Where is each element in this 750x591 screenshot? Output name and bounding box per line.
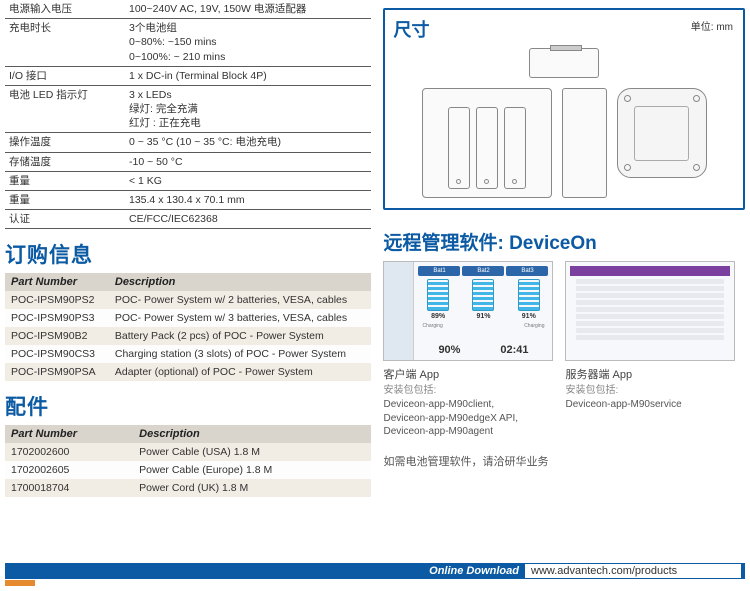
client-screenshot: Bat1Bat2Bat3 89% 91% 91% ChargingChargin… [383, 261, 553, 361]
spec-label: 操作温度 [5, 133, 125, 152]
table-cell-desc: Power Cable (Europe) 1.8 M [133, 461, 371, 479]
table-row: 1702002605Power Cable (Europe) 1.8 M [5, 461, 371, 479]
table-cell-desc: POC- Power System w/ 3 batteries, VESA, … [109, 309, 372, 327]
spec-label: 认证 [5, 210, 125, 229]
table-cell-desc: POC- Power System w/ 2 batteries, VESA, … [109, 291, 372, 309]
table-row: POC-IPSM90PS3POC- Power System w/ 3 batt… [5, 309, 371, 327]
server-caption: 服务器端 App [565, 366, 735, 382]
batt-pct-3: 91% [518, 313, 540, 320]
spec-row: 存储温度-10 ~ 50 °C [5, 152, 371, 171]
accessories-th-pn: Part Number [5, 425, 133, 443]
spec-value: 1 x DC-in (Terminal Block 4P) [125, 66, 371, 85]
spec-value: CE/FCC/IEC62368 [125, 210, 371, 229]
footer-left-value: 90% [438, 344, 460, 356]
spec-value: 3个电池组0~80%: ~150 mins0~100%: ~ 210 mins [125, 19, 371, 67]
table-cell-desc: Charging station (3 slots) of POC - Powe… [109, 345, 372, 363]
spec-label: 电源输入电压 [5, 0, 125, 19]
spec-row: 重量< 1 KG [5, 171, 371, 190]
drawing-back-view [617, 88, 707, 178]
spec-row: 操作温度0 ~ 35 °C (10 ~ 35 °C: 电池充电) [5, 133, 371, 152]
spec-row: 重量135.4 x 130.4 x 70.1 mm [5, 190, 371, 209]
client-caption: 客户端 App [383, 366, 553, 382]
table-cell-desc: Battery Pack (2 pcs) of POC - Power Syst… [109, 327, 372, 345]
server-screenshot [565, 261, 735, 361]
ordering-th-pn: Part Number [5, 273, 109, 291]
spec-row: I/O 接口1 x DC-in (Terminal Block 4P) [5, 66, 371, 85]
spec-row: 认证CE/FCC/IEC62368 [5, 210, 371, 229]
spec-row: 电源输入电压100~240V AC, 19V, 150W 电源适配器 [5, 0, 371, 19]
spec-label: 重量 [5, 190, 125, 209]
drawing-side-view [562, 88, 607, 198]
table-cell-pn: POC-IPSM90PSA [5, 363, 109, 381]
drawing-front-view [422, 88, 552, 198]
table-row: POC-IPSM90CS3Charging station (3 slots) … [5, 345, 371, 363]
download-label: Online Download [429, 565, 519, 577]
table-row: POC-IPSM90PS2POC- Power System w/ 2 batt… [5, 291, 371, 309]
table-cell-desc: Power Cord (UK) 1.8 M [133, 479, 371, 497]
table-cell-pn: POC-IPSM90CS3 [5, 345, 109, 363]
dimensions-title: 尺寸 [393, 20, 429, 40]
table-cell-pn: 1702002600 [5, 443, 133, 461]
table-row: 1700018704Power Cord (UK) 1.8 M [5, 479, 371, 497]
download-bar: Online Download www.advantech.com/produc… [5, 563, 745, 579]
ordering-table: Part Number Description POC-IPSM90PS2POC… [5, 273, 371, 381]
table-cell-pn: POC-IPSM90PS3 [5, 309, 109, 327]
orange-accent [5, 580, 35, 586]
table-cell-desc: Power Cable (USA) 1.8 M [133, 443, 371, 461]
table-cell-pn: 1702002605 [5, 461, 133, 479]
spec-label: 存储温度 [5, 152, 125, 171]
spec-value: 100~240V AC, 19V, 150W 电源适配器 [125, 0, 371, 19]
table-cell-pn: POC-IPSM90B2 [5, 327, 109, 345]
spec-value: -10 ~ 50 °C [125, 152, 371, 171]
client-sub: 安装包包括: [383, 384, 553, 397]
table-cell-pn: 1700018704 [5, 479, 133, 497]
table-row: 1702002600Power Cable (USA) 1.8 M [5, 443, 371, 461]
contact-note: 如需电池管理软件，请洽研华业务 [383, 453, 745, 469]
ordering-heading: 订购信息 [5, 239, 371, 269]
table-row: POC-IPSM90B2Battery Pack (2 pcs) of POC … [5, 327, 371, 345]
remote-heading: 远程管理软件: DeviceOn [383, 228, 745, 255]
batt-pct-1: 89% [427, 313, 449, 320]
batt-pct-2: 91% [472, 313, 494, 320]
accessories-th-desc: Description [133, 425, 371, 443]
download-url[interactable]: www.advantech.com/products [525, 564, 741, 578]
dimensions-unit: 单位: mm [691, 18, 733, 33]
accessories-heading: 配件 [5, 391, 371, 421]
spec-value: < 1 KG [125, 171, 371, 190]
spec-table: 电源输入电压100~240V AC, 19V, 150W 电源适配器充电时长3个… [5, 0, 371, 229]
table-cell-desc: Adapter (optional) of POC - Power System [109, 363, 372, 381]
spec-label: 电池 LED 指示灯 [5, 85, 125, 133]
status-right: Charging [524, 323, 544, 329]
client-apps: Deviceon-app-M90client,Deviceon-app-M90e… [383, 398, 553, 439]
table-row: POC-IPSM90PSAAdapter (optional) of POC -… [5, 363, 371, 381]
drawing-top-view [529, 48, 599, 78]
table-cell-pn: POC-IPSM90PS2 [5, 291, 109, 309]
spec-row: 充电时长3个电池组0~80%: ~150 mins0~100%: ~ 210 m… [5, 19, 371, 67]
spec-label: 充电时长 [5, 19, 125, 67]
server-sub: 安装包包括: [565, 384, 735, 397]
ordering-th-desc: Description [109, 273, 372, 291]
spec-label: 重量 [5, 171, 125, 190]
spec-value: 3 x LEDs绿灯: 完全充满红灯 : 正在充电 [125, 85, 371, 133]
spec-value: 0 ~ 35 °C (10 ~ 35 °C: 电池充电) [125, 133, 371, 152]
spec-label: I/O 接口 [5, 66, 125, 85]
status-left: Charging [422, 323, 442, 329]
footer-right-value: 02:41 [500, 344, 528, 356]
server-apps: Deviceon-app-M90service [565, 398, 735, 412]
accessories-table: Part Number Description 1702002600Power … [5, 425, 371, 497]
spec-value: 135.4 x 130.4 x 70.1 mm [125, 190, 371, 209]
dimensions-box: 尺寸 单位: mm [383, 8, 745, 210]
spec-row: 电池 LED 指示灯3 x LEDs绿灯: 完全充满红灯 : 正在充电 [5, 85, 371, 133]
